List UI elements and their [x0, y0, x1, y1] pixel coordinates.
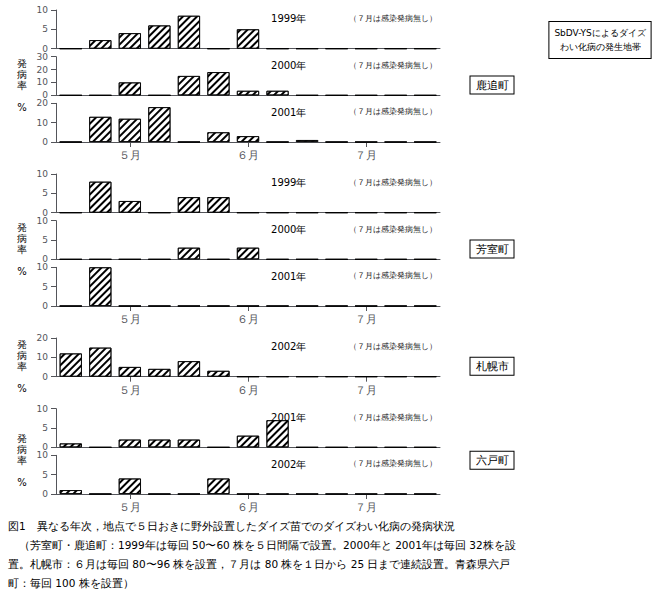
svg-text:0: 0 [42, 254, 48, 265]
svg-text:病: 病 [17, 233, 27, 244]
svg-text:（７月は感染発病無し）: （７月は感染発病無し） [349, 107, 437, 116]
svg-text:発: 発 [17, 339, 27, 350]
svg-text:10: 10 [37, 352, 49, 362]
svg-text:（７月は感染発病無し）: （７月は感染発病無し） [349, 178, 437, 187]
svg-text:札幌市: 札幌市 [476, 360, 509, 373]
svg-text:2001年: 2001年 [271, 412, 306, 423]
svg-text:10: 10 [37, 450, 49, 460]
svg-text:病: 病 [17, 69, 27, 80]
svg-text:図1 異なる年次，地点で５日おきに野外設置したダイズ苗でのダ: 図1 異なる年次，地点で５日おきに野外設置したダイズ苗でのダイズわい化病の発病状… [8, 520, 455, 532]
svg-text:７月: ７月 [355, 501, 377, 514]
svg-text:5: 5 [42, 188, 48, 198]
svg-text:率: 率 [17, 455, 27, 466]
svg-text:%: % [17, 266, 27, 277]
svg-text:%: % [17, 477, 27, 488]
svg-text:（芳室町・鹿追町：1999年は毎回 50〜60 株を５日間隔: （芳室町・鹿追町：1999年は毎回 50〜60 株を５日間隔で設置。2000年と… [8, 539, 516, 551]
svg-text:（７月は感染発病無し）: （７月は感染発病無し） [349, 225, 437, 234]
svg-text:0: 0 [42, 90, 48, 101]
svg-text:5: 5 [42, 24, 48, 34]
svg-text:７月: ７月 [355, 149, 377, 162]
svg-text:10: 10 [37, 169, 49, 179]
svg-text:%: % [17, 102, 27, 113]
svg-text:0: 0 [42, 43, 48, 54]
svg-text:2002年: 2002年 [271, 341, 306, 352]
svg-text:５月: ５月 [119, 149, 141, 162]
svg-text:10: 10 [37, 404, 49, 414]
svg-text:5: 5 [42, 235, 48, 245]
svg-text:5: 5 [42, 282, 48, 292]
svg-text:芳室町: 芳室町 [476, 243, 509, 256]
svg-text:病: 病 [17, 350, 27, 361]
svg-text:SbDV-YSによるダイズ: SbDV-YSによるダイズ [554, 28, 646, 38]
svg-text:病: 病 [17, 444, 27, 455]
svg-text:（７月は感染発病無し）: （７月は感染発病無し） [349, 413, 437, 422]
svg-text:５月: ５月 [119, 501, 141, 514]
svg-text:率: 率 [17, 80, 27, 91]
svg-text:0: 0 [42, 207, 48, 218]
svg-text:20: 20 [37, 98, 49, 108]
svg-text:0: 0 [42, 442, 48, 453]
svg-text:0: 0 [42, 372, 48, 382]
svg-text:７月: ７月 [355, 384, 377, 397]
svg-text:発: 発 [17, 58, 27, 69]
svg-text:%: % [17, 383, 27, 394]
svg-text:2001年: 2001年 [271, 107, 306, 118]
svg-text:2002年: 2002年 [271, 459, 306, 470]
svg-text:率: 率 [17, 244, 27, 255]
svg-text:６月: ６月 [237, 313, 259, 326]
svg-text:町：毎回 100 株を設置）: 町：毎回 100 株を設置） [8, 577, 134, 589]
svg-text:発: 発 [17, 433, 27, 444]
svg-text:0: 0 [42, 489, 48, 499]
svg-text:鹿追町: 鹿追町 [476, 79, 509, 92]
svg-text:0: 0 [42, 301, 48, 311]
svg-text:10: 10 [37, 77, 49, 87]
svg-text:10: 10 [37, 216, 49, 226]
svg-text:（７月は感染発病無し）: （７月は感染発病無し） [349, 459, 437, 468]
svg-text:発: 発 [17, 222, 27, 233]
svg-text:（７月は感染発病無し）: （７月は感染発病無し） [349, 342, 437, 351]
svg-text:0: 0 [42, 137, 48, 147]
svg-text:置。札幌市：６月は毎回 80〜96 株を設置，７月は 80: 置。札幌市：６月は毎回 80〜96 株を設置，７月は 80 株を１日から 25 … [8, 558, 510, 570]
svg-text:2000年: 2000年 [271, 60, 306, 71]
svg-text:（７月は感染発病無し）: （７月は感染発病無し） [349, 61, 437, 70]
svg-text:10: 10 [37, 262, 49, 272]
svg-text:2001年: 2001年 [271, 271, 306, 282]
svg-text:わい化病の発生地帯: わい化病の発生地帯 [560, 42, 641, 52]
svg-text:六戸町: 六戸町 [476, 454, 509, 467]
svg-text:（７月は感染発病無し）: （７月は感染発病無し） [349, 14, 437, 23]
svg-text:率: 率 [17, 361, 27, 372]
svg-text:5: 5 [42, 423, 48, 433]
svg-text:６月: ６月 [237, 149, 259, 162]
svg-text:６月: ６月 [237, 384, 259, 397]
svg-text:５月: ５月 [119, 313, 141, 326]
svg-text:６月: ６月 [237, 501, 259, 514]
svg-text:５月: ５月 [119, 384, 141, 397]
svg-text:1999年: 1999年 [271, 177, 306, 188]
svg-text:20: 20 [37, 333, 49, 343]
svg-text:30: 30 [37, 52, 49, 62]
svg-text:７月: ７月 [355, 313, 377, 326]
svg-text:（７月は感染発病無し）: （７月は感染発病無し） [349, 271, 437, 280]
svg-text:10: 10 [37, 118, 49, 128]
svg-text:5: 5 [42, 470, 48, 480]
svg-text:1999年: 1999年 [271, 13, 306, 24]
svg-text:2000年: 2000年 [271, 224, 306, 235]
svg-text:20: 20 [37, 65, 49, 75]
svg-text:10: 10 [37, 5, 49, 15]
